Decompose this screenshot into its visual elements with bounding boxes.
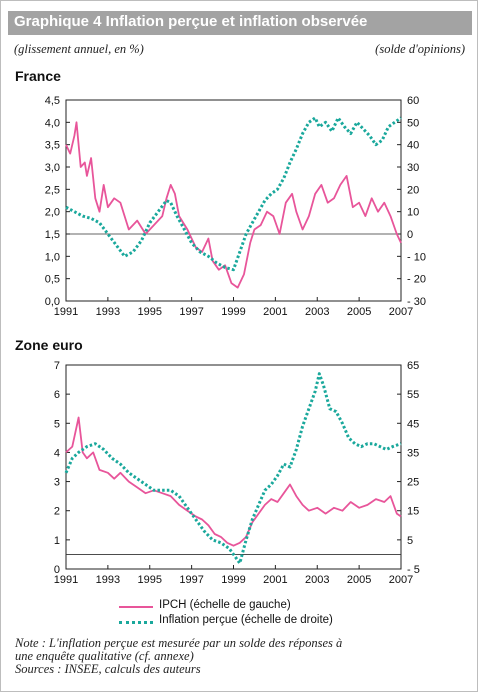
x-tick-label: 2005 <box>347 306 371 318</box>
x-tick-label: 2001 <box>263 306 287 318</box>
series-line-ipch-france <box>65 121 402 289</box>
y-right-tick-label: 0 <box>407 229 413 241</box>
x-tick-label: 1991 <box>54 574 78 586</box>
legend-label-ipch: IPCH (échelle de gauche) <box>159 599 291 611</box>
plot-frame-zone-euro <box>65 364 402 570</box>
x-tick-label: 2003 <box>305 306 329 318</box>
figure-title: Graphique 4 Inflation perçue et inflatio… <box>14 13 368 30</box>
y-right-tick-label: 30 <box>407 162 419 174</box>
y-right-tick-label: - 10 <box>407 251 426 263</box>
legend-swatch-ipch <box>119 606 153 608</box>
y-left-tick-label: 3 <box>54 477 60 489</box>
y-left-tick-label: 1,5 <box>45 229 60 241</box>
y-right-tick-label: 50 <box>407 117 419 129</box>
y-right-tick-label: 60 <box>407 95 419 107</box>
y-left-tick-label: 1,0 <box>45 251 60 263</box>
y-left-tick-label: 0,5 <box>45 274 60 286</box>
footnote: Note : L'inflation perçue est mesurée pa… <box>15 637 467 676</box>
x-tick-label: 1999 <box>221 574 245 586</box>
x-tick-label: 1997 <box>179 574 203 586</box>
subtitle-right: (solde d'opinions) <box>375 42 465 56</box>
y-left-tick-label: 5 <box>54 418 60 430</box>
y-left-tick-label: 2,5 <box>45 184 60 196</box>
y-right-tick-label: 15 <box>407 506 419 518</box>
subtitle-left: (glissement annuel, en %) <box>14 42 144 56</box>
x-tick-label: 2003 <box>305 574 329 586</box>
note-line-3: Sources : INSEE, calculs des auteurs <box>15 662 201 676</box>
y-right-tick-label: 10 <box>407 207 419 219</box>
x-tick-label: 1993 <box>96 574 120 586</box>
note-line-2: une enquête qualitative (cf. annexe) <box>15 649 194 663</box>
y-right-tick-label: - 30 <box>407 296 426 308</box>
y-right-tick-label: 40 <box>407 140 419 152</box>
y-right-tick-label: 35 <box>407 447 419 459</box>
x-tick-label: 1997 <box>179 306 203 318</box>
y-left-tick-label: 6 <box>54 389 60 401</box>
chart-title-zone-euro: Zone euro <box>15 337 83 353</box>
y-left-tick-label: 2 <box>54 506 60 518</box>
y-right-tick-label: 65 <box>407 360 419 372</box>
title-bar: Graphique 4 Inflation perçue et inflatio… <box>8 11 472 35</box>
y-left-tick-label: 7 <box>54 360 60 372</box>
y-right-tick-label: - 5 <box>407 564 420 576</box>
x-tick-label: 2005 <box>347 574 371 586</box>
x-tick-label: 1993 <box>96 306 120 318</box>
x-tick-label: 2007 <box>389 306 413 318</box>
x-tick-label: 2007 <box>389 574 413 586</box>
y-left-tick-label: 4,5 <box>45 95 60 107</box>
series-line-percue-zone-euro <box>64 372 402 565</box>
x-tick-label: 2001 <box>263 574 287 586</box>
y-right-tick-label: 25 <box>407 477 419 489</box>
y-left-tick-label: 4 <box>54 447 60 459</box>
y-left-tick-label: 2,0 <box>45 207 60 219</box>
x-tick-label: 1995 <box>138 574 162 586</box>
y-left-tick-label: 1 <box>54 535 60 547</box>
legend-label-percue: Inflation perçue (échelle de droite) <box>159 614 333 626</box>
x-tick-label: 1995 <box>138 306 162 318</box>
note-line-1: Note : L'inflation perçue est mesurée pa… <box>15 636 343 650</box>
x-tick-label: 1991 <box>54 306 78 318</box>
y-right-tick-label: 55 <box>407 389 419 401</box>
x-tick-label: 1999 <box>221 306 245 318</box>
y-left-tick-label: 4,0 <box>45 117 60 129</box>
y-right-tick-label: 20 <box>407 184 419 196</box>
y-left-tick-label: 0,0 <box>45 296 60 308</box>
y-left-tick-label: 3,5 <box>45 140 60 152</box>
series-line-percue-france <box>65 116 402 272</box>
y-right-tick-label: 45 <box>407 418 419 430</box>
y-right-tick-label: 5 <box>407 535 413 547</box>
y-left-tick-label: 0 <box>54 564 60 576</box>
y-left-tick-label: 3,0 <box>45 162 60 174</box>
legend-swatch-percue <box>119 621 153 624</box>
series-line-ipch-zone-euro <box>65 416 402 547</box>
y-right-tick-label: - 20 <box>407 274 426 286</box>
chart-title-france: France <box>15 68 61 84</box>
